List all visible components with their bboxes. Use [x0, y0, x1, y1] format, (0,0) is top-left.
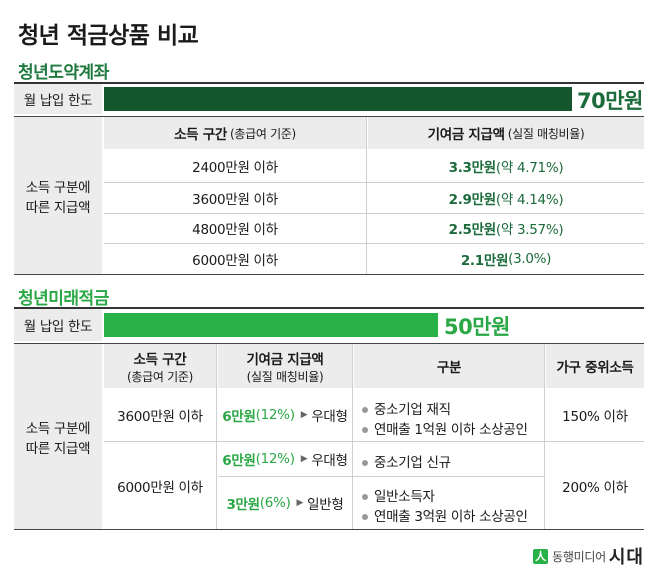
divider	[218, 476, 544, 477]
table-row-contrib: 3.3만원 (약 4.71%)	[368, 150, 644, 181]
contrib-rate: (약 4.71%)	[495, 159, 564, 176]
contrib-kind: 우대형	[311, 409, 348, 425]
table-row-contrib: 2.5만원 (약 3.57%)	[368, 213, 644, 243]
section1-side-label: 소득 구분에 따른 지급액	[14, 117, 102, 274]
contrib-kind: 일반형	[307, 497, 344, 513]
divider	[14, 343, 644, 344]
list-item-text: 일반소득자	[374, 489, 435, 505]
list-item-text: 연매출 1억원 이하 소상공인	[374, 422, 528, 438]
section2-row1-income: 3600만원 이하	[117, 409, 203, 425]
brand-name: 동행미디어	[552, 549, 606, 564]
divider	[14, 116, 644, 117]
footer-brand: 人 동행미디어 시대	[533, 543, 644, 569]
list-item: 연매출 1억원 이하 소상공인	[362, 418, 528, 438]
section1-limit-label: 월 납입 한도	[14, 84, 102, 114]
divider	[366, 117, 367, 274]
table-row-contrib: 2.1만원 (3.0%)	[368, 243, 644, 274]
divider	[544, 344, 545, 529]
contrib-rate: (6%)	[259, 495, 291, 511]
section2-median-header: 가구 중위소득	[546, 344, 644, 388]
contrib-amount: 3.3만원	[448, 159, 497, 176]
bullet-icon	[362, 514, 368, 520]
list-item: 중소기업 신규	[362, 451, 451, 471]
bullet-icon	[362, 460, 368, 466]
divider	[104, 182, 644, 183]
list-item-text: 중소기업 신규	[374, 455, 451, 471]
contrib-amount: 2.9만원	[448, 191, 497, 208]
section2-row2b-contrib: 3만원 (6%) ▶ 일반형	[218, 477, 352, 529]
section2-income-header: 소득 구간 (총급여 기준)	[104, 344, 216, 388]
contrib-rate: (약 3.57%)	[495, 222, 564, 238]
section1-limit-bar	[104, 87, 572, 111]
header-text: 소득 구간	[133, 351, 187, 368]
section1-limit-value: 70만원	[577, 89, 643, 113]
contrib-kind: 우대형	[311, 453, 348, 469]
section2-row2-income: 6000만원 이하	[117, 479, 203, 496]
contrib-amount: 6만원	[222, 409, 256, 425]
contrib-amount: 2.5만원	[448, 222, 497, 238]
section2-row1-median: 150% 이하	[562, 409, 628, 425]
section1-col1-header: 소득 구간 (총급여 기준)	[104, 117, 366, 149]
table-row-income: 6000만원 이하	[192, 252, 278, 269]
divider	[216, 344, 217, 529]
page-title: 청년 적금상품 비교	[18, 23, 199, 49]
side-label-line: 소득 구분에	[25, 420, 91, 437]
header-text: 소득 구간	[174, 127, 227, 143]
divider	[14, 82, 644, 84]
contrib-rate: (12%)	[255, 407, 295, 423]
header-text: 기여금 지급액	[246, 351, 324, 368]
section2-type-header: 구분	[354, 344, 544, 388]
divider	[104, 213, 644, 214]
list-item: 중소기업 재직	[362, 398, 451, 418]
contrib-amount: 3만원	[226, 497, 260, 513]
header-subtext: (실질 매칭비율)	[246, 369, 324, 384]
brand-name-2: 시대	[608, 547, 644, 568]
section2-row1-contrib: 6만원 (12%) ▶ 우대형	[218, 389, 352, 441]
contrib-rate: (12%)	[255, 451, 295, 467]
table-row-income: 4800만원 이하	[192, 222, 278, 238]
triangle-right-icon: ▶	[296, 498, 304, 508]
contrib-amount: 2.1만원	[460, 252, 509, 269]
section2-side-label: 소득 구분에 따른 지급액	[14, 344, 102, 529]
divider	[14, 307, 644, 309]
section2-contrib-header: 기여금 지급액 (실질 매칭비율)	[218, 344, 352, 388]
table-row-income: 3600만원 이하	[192, 191, 278, 208]
header-subtext: (총급여 기준)	[229, 126, 296, 141]
header-subtext: (실질 매칭비율)	[507, 126, 585, 141]
contrib-rate: (3.0%)	[508, 250, 552, 267]
header-text: 기여금 지급액	[427, 127, 505, 143]
contrib-amount: 6만원	[222, 453, 256, 469]
section2-limit-bar	[104, 313, 438, 337]
section2-title: 청년미래적금	[18, 289, 109, 309]
section2-row2a-contrib: 6만원 (12%) ▶ 우대형	[218, 442, 352, 476]
list-item: 연매출 3억원 이하 소상공인	[362, 505, 528, 525]
side-label-line: 소득 구분에	[25, 179, 91, 196]
section2-limit-value: 50만원	[444, 315, 510, 339]
divider	[14, 274, 644, 275]
divider	[352, 344, 353, 529]
header-subtext: (총급여 기준)	[127, 369, 193, 384]
table-row-income: 2400만원 이하	[192, 159, 278, 176]
section1-col2-header: 기여금 지급액 (실질 매칭비율)	[368, 117, 644, 149]
list-item-text: 중소기업 재직	[374, 402, 451, 418]
divider	[14, 529, 644, 530]
section1-title: 청년도약계좌	[18, 63, 109, 83]
bullet-icon	[362, 494, 368, 500]
table-row-contrib: 2.9만원 (약 4.14%)	[368, 182, 644, 213]
contrib-rate: (약 4.14%)	[495, 191, 564, 208]
bullet-icon	[362, 427, 368, 433]
section2-row2-median: 200% 이하	[562, 479, 628, 496]
section2-limit-label: 월 납입 한도	[14, 309, 102, 341]
triangle-right-icon: ▶	[300, 410, 308, 420]
list-item: 일반소득자	[362, 485, 435, 505]
side-label-line: 따른 지급액	[25, 199, 91, 216]
divider	[104, 441, 644, 442]
brand-logo-icon: 人	[533, 548, 549, 564]
triangle-right-icon: ▶	[300, 454, 308, 464]
divider	[104, 243, 644, 244]
list-item-text: 연매출 3억원 이하 소상공인	[374, 509, 528, 525]
side-label-line: 따른 지급액	[25, 440, 91, 457]
bullet-icon	[362, 407, 368, 413]
